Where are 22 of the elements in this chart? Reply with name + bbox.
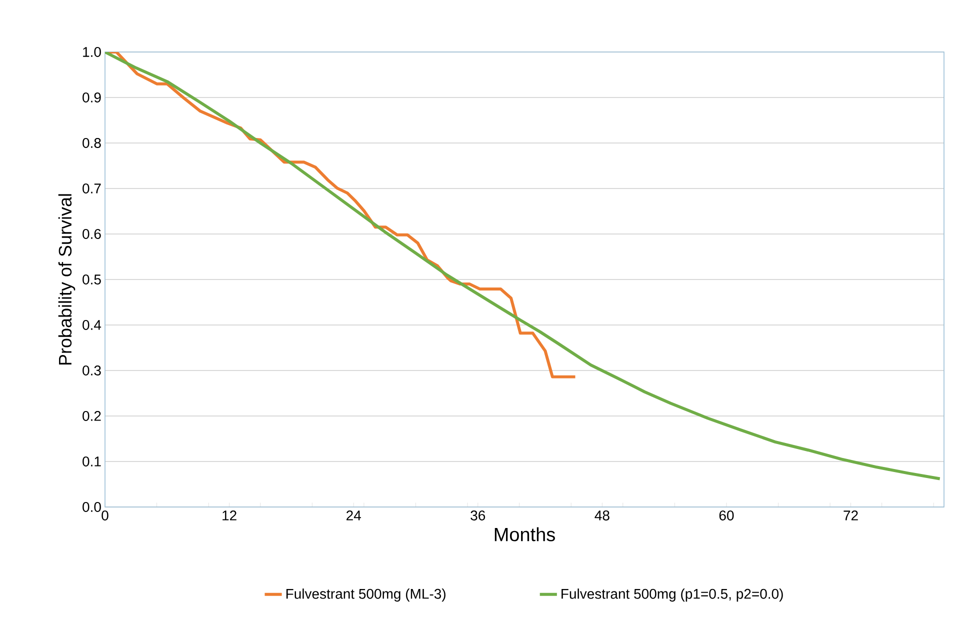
- x-tick-label: 0: [102, 510, 108, 520]
- y-tick-label: 0.0: [82, 502, 101, 512]
- x-tick-label: 48: [594, 510, 610, 520]
- y-tick-label: 0.4: [82, 320, 102, 330]
- y-tick-label: 0.8: [82, 138, 101, 148]
- y-tick-label: 0.9: [82, 92, 101, 102]
- y-tick-label: 0.6: [82, 229, 101, 239]
- legend-label: Fulvestrant 500mg (ML-3): [286, 588, 446, 602]
- x-tick-label: 36: [470, 510, 486, 520]
- legend-label: Fulvestrant 500mg (p1=0.5, p2=0.0): [562, 588, 783, 602]
- y-tick-label: 0.3: [82, 366, 101, 376]
- x-axis-title: Months: [494, 527, 555, 542]
- y-axis-title: Probability of Survival: [58, 194, 76, 365]
- y-tick-label: 0.7: [82, 184, 101, 194]
- y-tick-label: 0.2: [82, 411, 101, 421]
- x-tick-label: 12: [222, 510, 236, 520]
- x-tick-label: 72: [844, 510, 858, 520]
- x-tick-label: 24: [346, 510, 361, 520]
- y-tick-label: 1.0: [83, 47, 101, 57]
- y-tick-label: 0.5: [82, 274, 101, 284]
- y-tick-label: 0.1: [82, 456, 101, 466]
- x-tick-label: 60: [719, 510, 734, 520]
